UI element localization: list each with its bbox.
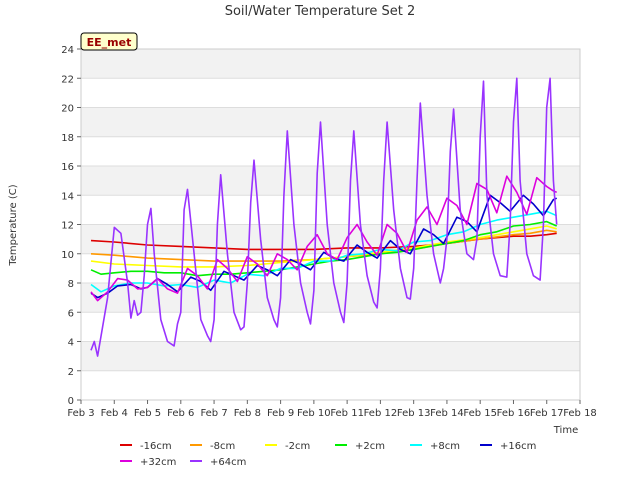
x-tick-label: Feb 12 xyxy=(364,408,398,419)
series-line-8cm xyxy=(90,210,558,293)
legend-label: +2cm xyxy=(355,441,385,452)
legend-item: +64cm xyxy=(190,457,246,468)
y-tick-label: 10 xyxy=(61,250,74,261)
y-tick-label: 4 xyxy=(68,338,74,349)
x-tick-label: Feb 18 xyxy=(563,408,597,419)
y-tick-label: 22 xyxy=(61,74,74,85)
annotation-box: EE_met xyxy=(80,32,138,51)
y-tick-label: 0 xyxy=(68,396,74,407)
grid-band xyxy=(81,166,580,196)
annotation-label: EE_met xyxy=(87,36,132,49)
legend-label: -2cm xyxy=(285,441,310,452)
x-tick-label: Feb 4 xyxy=(101,408,128,419)
y-tick-label: 12 xyxy=(61,221,74,232)
legend-label: -8cm xyxy=(210,441,235,452)
x-tick-label: Feb 5 xyxy=(134,408,161,419)
grid-bands xyxy=(81,49,580,401)
x-tick-label: Feb 7 xyxy=(200,408,227,419)
legend-label: +64cm xyxy=(210,457,246,468)
legend-item: +16cm xyxy=(480,441,536,452)
y-tick-label: 14 xyxy=(61,191,74,202)
x-tick-label: Feb 16 xyxy=(497,408,531,419)
series-line-16cm xyxy=(90,194,558,299)
x-tick-label: Feb 9 xyxy=(267,408,294,419)
y-tick-label: 2 xyxy=(68,367,74,378)
legend-label: +8cm xyxy=(430,441,460,452)
x-axis-label: Time xyxy=(553,425,578,436)
legend-item: +8cm xyxy=(410,441,460,452)
x-tick-label: Feb 13 xyxy=(397,408,431,419)
x-tick-label: Feb 8 xyxy=(234,408,261,419)
x-tick-label: Feb 6 xyxy=(167,408,194,419)
legend-label: -16cm xyxy=(140,441,172,452)
legend-label: +32cm xyxy=(140,457,176,468)
x-tick-label: Feb 11 xyxy=(330,408,364,419)
grid-band xyxy=(81,107,580,137)
chart-title: Soil/Water Temperature Set 2 xyxy=(225,4,416,19)
y-tick-label: 20 xyxy=(61,104,74,115)
y-tick-label: 16 xyxy=(61,162,74,173)
y-tick-label: 18 xyxy=(61,133,74,144)
y-tick-label: 6 xyxy=(68,308,74,319)
y-tick-label: 8 xyxy=(68,279,74,290)
series-line-16cm xyxy=(90,232,557,251)
x-tick-label: Feb 15 xyxy=(463,408,497,419)
x-axis-ticks: Feb 3 Feb 4 Feb 5 Feb 6 Feb 7 Feb 8 Feb 9 Feb 1… xyxy=(67,400,597,419)
x-tick-label: Feb 14 xyxy=(430,408,464,419)
series-line-64cm xyxy=(90,77,558,357)
legend-item: -16cm xyxy=(120,441,172,452)
x-tick-label: Feb 3 xyxy=(67,408,94,419)
legend-item: +32cm xyxy=(120,457,176,468)
grid-band xyxy=(81,49,580,79)
legend-item: -2cm xyxy=(265,441,310,452)
x-tick-label: Feb 10 xyxy=(297,408,331,419)
series-lines xyxy=(90,77,558,357)
legend-label: +16cm xyxy=(500,441,536,452)
legend-item: +2cm xyxy=(335,441,385,452)
legend: -16cm -8cm -2cm +2cm +8cm +16cm +32cm +64cm xyxy=(120,441,536,468)
x-tick-label: Feb 17 xyxy=(530,408,564,419)
grid-band xyxy=(81,283,580,313)
y-axis-label: Temperature (C) xyxy=(8,184,19,266)
y-tick-label: 24 xyxy=(61,45,74,56)
series-line-2cm xyxy=(90,220,558,277)
legend-item: -8cm xyxy=(190,441,235,452)
grid-band xyxy=(81,341,580,371)
